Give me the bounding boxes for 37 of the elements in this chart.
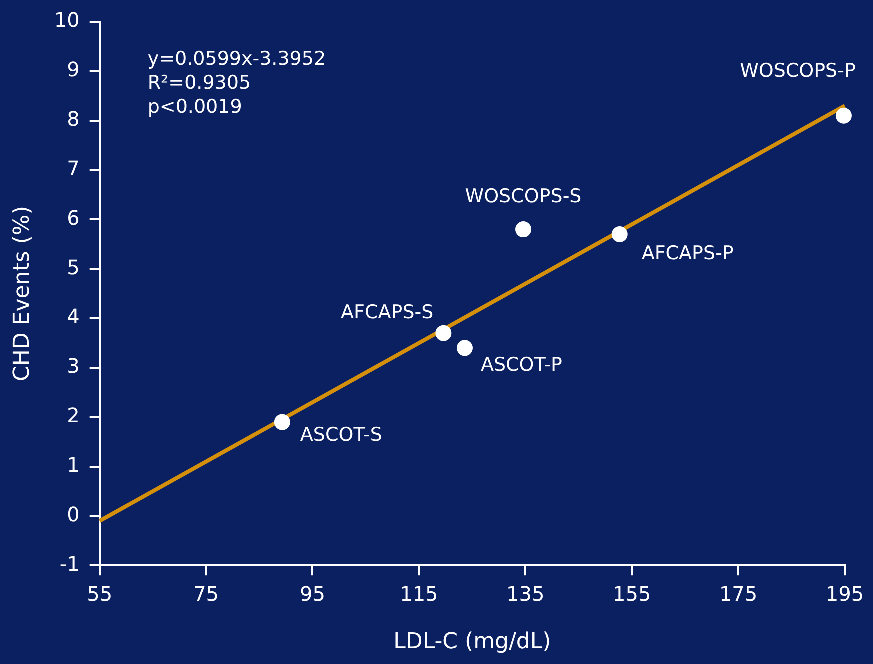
y-tick-label: 6 (67, 206, 80, 230)
x-tick-label: 55 (87, 582, 113, 606)
y-tick-label: 7 (67, 156, 80, 180)
y-tick-label: 3 (67, 354, 80, 378)
y-tick-label: 0 (67, 502, 80, 526)
annotation: p<0.0019 (148, 96, 242, 118)
x-tick-label: 95 (300, 582, 326, 606)
point (436, 325, 452, 342)
y-tick-label: 1 (67, 452, 80, 477)
x-tick-label: 195 (826, 582, 864, 606)
point (456, 340, 473, 356)
annotation: WOSCOPS-P (740, 60, 856, 82)
y-tick-label: -1 (60, 552, 80, 576)
x-tick-label: 75 (194, 582, 220, 606)
annotation: WOSCOPS-S (465, 185, 582, 208)
annotation: R²=0.9305 (148, 72, 252, 94)
x-tick-label: 175 (719, 582, 758, 606)
y-tick-label: 8 (67, 107, 80, 132)
y-tick-label: 2 (67, 404, 80, 428)
x-tick-label: 155 (613, 582, 652, 606)
x-tick-label: 135 (506, 582, 545, 606)
annotation: ASCOT-P (480, 354, 562, 376)
annotation: AFCAPS-P (642, 242, 734, 264)
x-tick-label: 115 (400, 582, 438, 606)
y-axis-title: CHD Events (%) (10, 206, 35, 382)
y-tick-label: 10 (54, 8, 80, 32)
y-tick-label: 9 (67, 58, 80, 82)
annotation: y=0.0599x-3.3952 (148, 48, 326, 70)
y-tick-label: 5 (67, 255, 80, 280)
annotation: ASCOT-S (300, 424, 382, 446)
y-tick-label: 4 (67, 304, 80, 329)
point (516, 222, 532, 238)
point (612, 226, 628, 242)
x-axis-title: LDL-C (mg/dL) (394, 630, 552, 655)
annotation: AFCAPS-S (341, 301, 434, 324)
point (274, 414, 290, 430)
point (836, 108, 852, 124)
